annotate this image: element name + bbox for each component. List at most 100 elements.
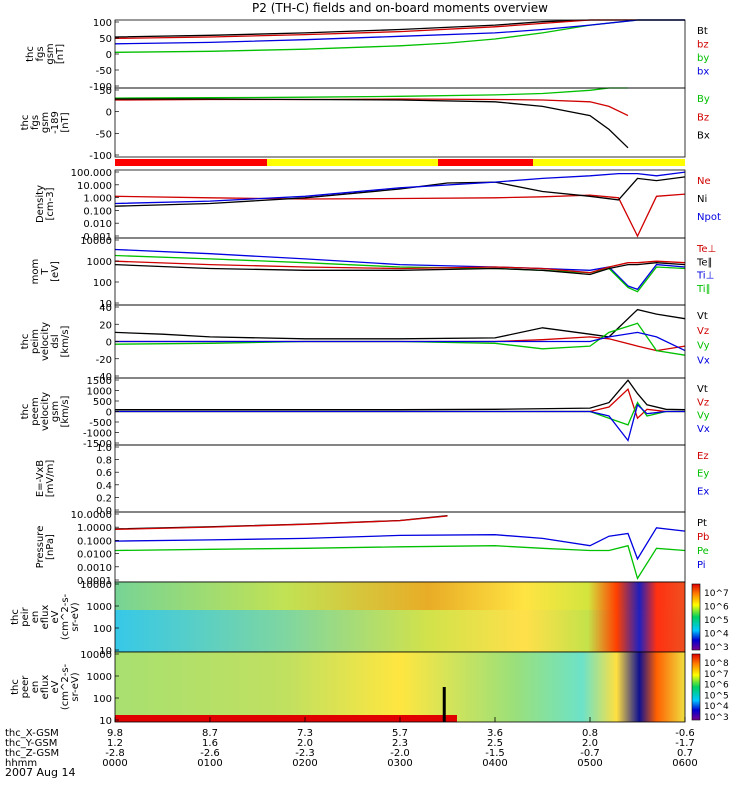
- series-line-Te∥: [114, 262, 686, 276]
- x-tick-label: 0400: [482, 758, 507, 769]
- panel-peim: Vt Vz Vy Vx 40 20 0 -20 -40 thc peim velocity dsl [km…: [20, 303, 710, 383]
- series-line-Ne: [114, 193, 686, 238]
- colorbar-tick-label: 10^6: [704, 681, 729, 691]
- spectrogram-image: [115, 652, 685, 722]
- y-tick-label: -20: [96, 355, 112, 366]
- y-tick-label: 0.6: [96, 468, 112, 479]
- colorbar-tick-label: 10^8: [704, 659, 729, 669]
- y-tick-label: 0.0: [96, 506, 112, 517]
- y-tick-label: 0: [106, 108, 112, 119]
- x-tick-label: 7.3: [297, 728, 313, 739]
- y-axis-label: thc: [10, 679, 21, 695]
- y-tick-label: 0.8: [96, 456, 112, 467]
- y-axis-label: [nT]: [55, 44, 66, 64]
- legend-label: Vt: [697, 311, 708, 322]
- y-axis-label: gsm: [50, 401, 61, 422]
- x-row-label: hhmm: [5, 758, 37, 769]
- y-axis-label: en: [30, 611, 41, 624]
- y-axis-label: thc: [20, 334, 31, 350]
- y-tick-label: 0.0001: [77, 576, 112, 587]
- y-axis-label: velocity: [40, 322, 51, 361]
- y-tick-label: 10.0000: [71, 510, 112, 521]
- x-tick-label: 8.7: [202, 728, 218, 739]
- y-tick-label: 100: [93, 278, 112, 289]
- y-tick-label: -1500: [83, 439, 112, 450]
- x-tick-label: 2.5: [487, 738, 503, 749]
- x-row-label: thc_Z-GSM: [5, 748, 59, 759]
- y-tick-label: 10000: [80, 236, 112, 247]
- x-tick-label: 9.8: [107, 728, 123, 739]
- y-tick-label: 0.4: [96, 481, 112, 492]
- colorbar-tick-label: 10^6: [704, 603, 729, 613]
- y-tick-label: -40: [96, 372, 112, 383]
- y-axis-label: Density: [35, 185, 46, 223]
- x-tick-label: 2.0: [297, 738, 313, 749]
- y-tick-label: 500: [93, 397, 112, 408]
- y-axis-label: fgs: [35, 46, 46, 61]
- legend-label: Vt: [697, 384, 708, 395]
- y-tick-label: 40: [99, 303, 112, 314]
- y-tick-label: 0.001: [83, 232, 112, 243]
- y-tick-label: 1000: [87, 672, 112, 683]
- panel-frame: [114, 87, 686, 158]
- y-tick-label: 10: [99, 716, 112, 727]
- legend-label: Bx: [697, 131, 710, 142]
- series-line-Bt: [114, 19, 685, 38]
- y-axis-label: fgs: [30, 115, 41, 130]
- x-tick-label: -2.6: [200, 748, 220, 759]
- y-axis-label: (cm^2-s-: [60, 593, 71, 640]
- colorbar-tick-label: 10^5: [704, 691, 729, 701]
- y-axis-label: en: [30, 681, 41, 694]
- y-axis-label: velocity: [40, 392, 51, 431]
- y-tick-label: 1500: [87, 376, 112, 387]
- x-row-label: thc_Y-GSM: [5, 738, 57, 749]
- y-axis-label: peim: [30, 329, 41, 354]
- series-line-Vx: [115, 331, 686, 352]
- legend-label: Vz: [697, 326, 709, 337]
- legend-label: Ti⊥: [696, 271, 714, 282]
- y-axis-label: gsm: [45, 43, 56, 64]
- colorbar: [691, 653, 701, 721]
- panel-fgs_gsm: By Bz Bx 50 0 -50 -100 thc fgs gsm -189 [nT]: [20, 86, 710, 162]
- y-tick-label: 0.0100: [77, 550, 112, 561]
- status-bar-segment: [115, 159, 267, 166]
- series-line-Pt: [114, 514, 448, 530]
- x-tick-label: 0500: [577, 758, 602, 769]
- y-axis-label: peer: [20, 675, 31, 699]
- colorbar-tick-label: 10^4: [704, 630, 729, 640]
- panel-frame: [114, 19, 686, 89]
- y-tick-label: 50: [99, 86, 112, 97]
- y-tick-label: 100: [93, 694, 112, 705]
- series-line-bx: [114, 19, 685, 45]
- y-axis-label: [nPa]: [45, 534, 56, 560]
- y-tick-label: 0.100: [83, 206, 112, 217]
- y-axis-label: eV: [50, 680, 61, 693]
- x-axis-labels: thc_X-GSM 9.8 8.7 7.3 5.7 3.6 0.8 -0.6 thc_Y-GSM…: [5, 717, 698, 769]
- y-axis-label: [eV]: [50, 261, 61, 282]
- y-tick-label: 0.0010: [77, 563, 112, 574]
- series-line-Npot: [114, 171, 686, 205]
- y-tick-label: 1000: [87, 387, 112, 398]
- y-tick-label: -1000: [83, 429, 112, 440]
- y-axis-label: eflux: [40, 675, 51, 700]
- series-line-Te⊥: [114, 260, 686, 274]
- legend-label: Vz: [697, 397, 709, 408]
- spectrogram-gap: [442, 687, 446, 722]
- legend-label: Pb: [697, 532, 709, 543]
- series-line-Bx: [115, 98, 629, 149]
- x-tick-label: -2.8: [105, 748, 125, 759]
- y-tick-label: 20: [99, 320, 112, 331]
- y-axis-label: [km/s]: [60, 325, 71, 357]
- x-tick-label: 1.6: [202, 738, 218, 749]
- y-tick-label: 100: [93, 18, 112, 29]
- y-tick-label: 10: [99, 646, 112, 657]
- status-bar-segment: [533, 159, 685, 166]
- y-tick-label: 1.0000: [77, 523, 112, 534]
- x-tick-label: 0200: [292, 758, 317, 769]
- legend-label: Pi: [697, 560, 706, 571]
- y-tick-label: -500: [89, 418, 112, 429]
- legend-label: Ex: [697, 486, 709, 497]
